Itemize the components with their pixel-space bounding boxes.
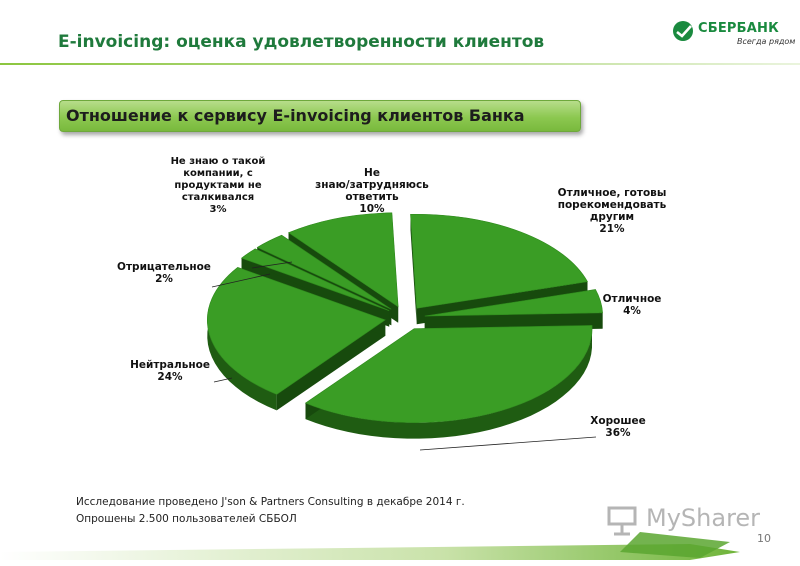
slice-value-label-0: 21% (599, 223, 625, 235)
slice-value-label-3: 24% (157, 371, 183, 383)
slice-label-5: компании, с (183, 168, 253, 179)
slice-label-6: знаю/затрудняюсь (315, 179, 429, 191)
slice-label-3: Нейтральное (130, 359, 210, 371)
slice-label-0: другим (590, 211, 634, 223)
slice-label-4: Отрицательное (117, 261, 211, 273)
slice-value-label-4: 2% (155, 273, 173, 285)
slice-value-label-1: 4% (623, 305, 641, 317)
slice-label-0: Отличное, готовы (558, 187, 667, 199)
slice-value-label-2: 36% (605, 427, 631, 439)
slice-value-label-5: 3% (210, 204, 227, 215)
slice-value-label-6: 10% (359, 203, 385, 215)
slice-label-5: сталкивался (182, 192, 254, 203)
slice-label-6: ответить (345, 191, 399, 203)
slice-label-6: Не (364, 167, 380, 179)
watermark-text: MySharer (646, 504, 760, 532)
note-line-1: Исследование проведено J'son & Partners … (76, 494, 465, 511)
page-number: 10 (757, 532, 771, 545)
research-note: Исследование проведено J'son & Partners … (76, 494, 465, 528)
presentation-icon (606, 504, 640, 536)
slice-label-2: Хорошее (590, 415, 645, 427)
slice-label-0: порекомендовать (558, 199, 667, 211)
slice-label-5: продуктами не (174, 180, 261, 191)
note-line-2: Опрошены 2.500 пользователей СББОЛ (76, 511, 465, 528)
leader-line-2 (420, 437, 596, 450)
slice-label-5: Не знаю о такой (171, 156, 266, 167)
slice-label-1: Отличное (603, 293, 662, 305)
watermark: MySharer (606, 504, 766, 536)
